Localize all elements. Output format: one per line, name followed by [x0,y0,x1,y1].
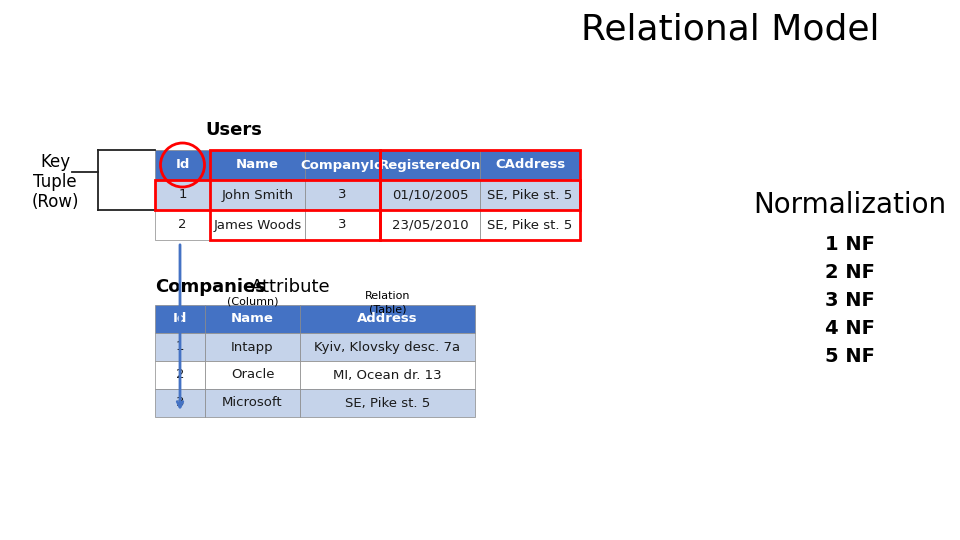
Text: James Woods: James Woods [213,219,301,232]
Text: Users: Users [205,121,262,139]
Bar [300,333,475,361]
Bar [210,180,305,210]
Bar [205,333,300,361]
Bar [305,180,380,210]
Text: John Smith: John Smith [222,188,294,201]
Text: 1: 1 [176,341,184,354]
Text: Attribute: Attribute [251,278,330,296]
Text: 3: 3 [338,219,347,232]
Text: Relation: Relation [365,291,410,301]
Bar [155,389,205,417]
Text: CompanyId: CompanyId [300,159,384,172]
Text: 4 NF: 4 NF [825,320,875,339]
Text: 1: 1 [179,188,187,201]
Bar [210,150,305,180]
Bar [155,361,205,389]
Text: Microsoft: Microsoft [222,396,283,409]
Bar [480,150,580,180]
Text: 3 NF: 3 NF [826,292,875,310]
Text: SE, Pike st. 5: SE, Pike st. 5 [488,188,572,201]
Text: CAddress: CAddress [494,159,565,172]
Bar [155,210,210,240]
Text: RegisteredOn: RegisteredOn [379,159,481,172]
Text: 01/10/2005: 01/10/2005 [392,188,468,201]
Text: Companies: Companies [155,278,266,296]
Text: SE, Pike st. 5: SE, Pike st. 5 [488,219,572,232]
Text: Normalization: Normalization [754,191,947,219]
Text: Name: Name [231,313,274,326]
Text: 2 NF: 2 NF [825,264,875,282]
Bar [155,180,210,210]
Bar [205,361,300,389]
Text: Address: Address [357,313,418,326]
Bar [205,305,300,333]
Bar [480,210,580,240]
Bar [155,180,580,210]
Text: Key: Key [40,153,70,171]
Text: Name: Name [236,159,279,172]
Text: 5 NF: 5 NF [825,348,875,367]
Text: SE, Pike st. 5: SE, Pike st. 5 [345,396,430,409]
Text: 3: 3 [338,188,347,201]
Bar [480,180,580,210]
Bar [305,210,380,240]
Bar [210,150,380,240]
Text: 3: 3 [176,396,184,409]
Bar [300,305,475,333]
Bar [380,150,580,240]
Text: 1 NF: 1 NF [825,235,875,254]
Text: Id: Id [173,313,187,326]
Text: Kyiv, Klovsky desc. 7a: Kyiv, Klovsky desc. 7a [315,341,461,354]
Bar [300,361,475,389]
Bar [300,389,475,417]
Text: MI, Ocean dr. 13: MI, Ocean dr. 13 [333,368,442,381]
Bar [205,389,300,417]
Bar [155,305,205,333]
Bar [305,150,380,180]
Bar [155,333,205,361]
Bar [380,210,480,240]
Bar [155,150,210,180]
Text: Id: Id [176,159,190,172]
Text: 2: 2 [179,219,187,232]
Text: Intapp: Intapp [231,341,274,354]
Text: (Table): (Table) [369,305,406,315]
Text: (Row): (Row) [32,193,79,211]
Text: 2: 2 [176,368,184,381]
Text: Tuple: Tuple [34,173,77,191]
Text: Relational Model: Relational Model [581,13,879,47]
Bar [210,210,305,240]
Text: (Column): (Column) [227,297,278,307]
Text: Oracle: Oracle [230,368,275,381]
Bar [380,150,480,180]
Bar [380,180,480,210]
Text: 23/05/2010: 23/05/2010 [392,219,468,232]
